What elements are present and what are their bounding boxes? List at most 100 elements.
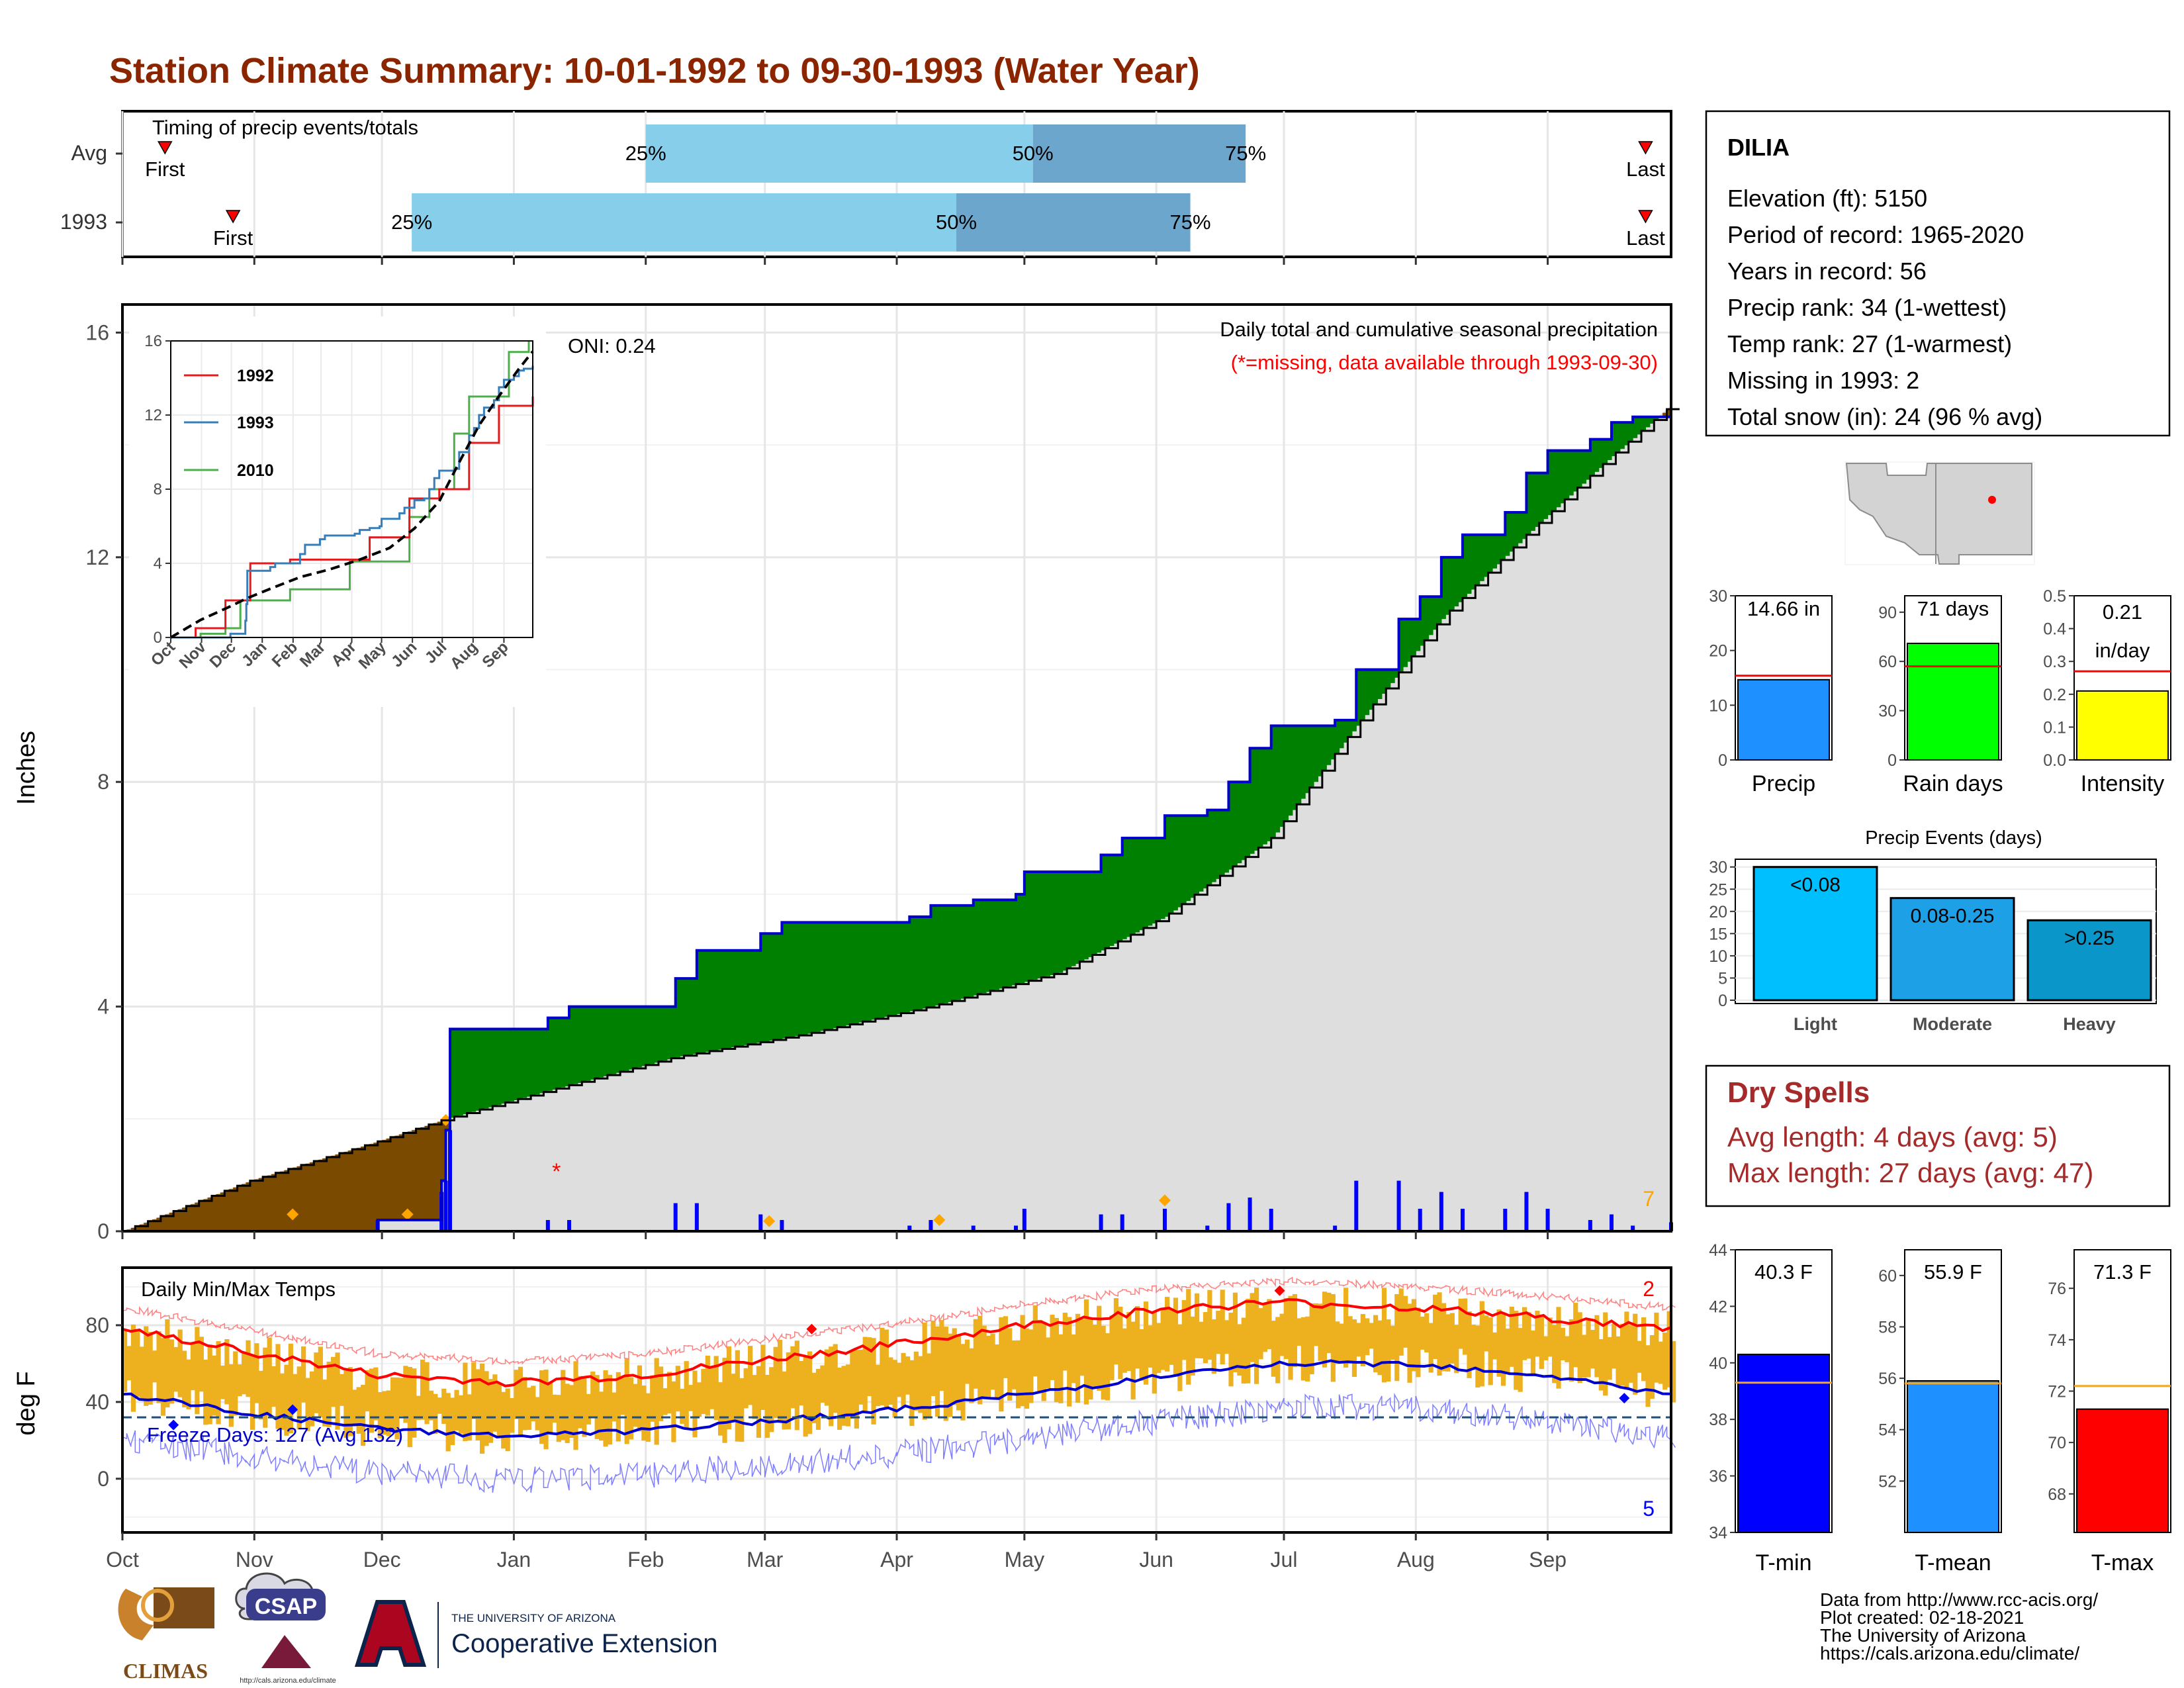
precip-surplus-strip [735, 950, 740, 1047]
climas-swoosh [118, 1589, 154, 1640]
precip-surplus-strip [922, 916, 927, 1009]
precip-deficit-strip [224, 1190, 230, 1231]
daily-temp-bar [569, 1385, 574, 1438]
daily-temp-bar [182, 1350, 187, 1408]
daily-temp-bar [1582, 1335, 1587, 1378]
precip-deficit-strip [314, 1160, 319, 1231]
precip-surplus-strip [692, 978, 698, 1055]
precip-surplus-strip [518, 1029, 523, 1100]
daily-precip-bar [971, 1225, 976, 1231]
daily-temp-bar [242, 1352, 247, 1395]
precip-surplus-strip [1645, 416, 1651, 428]
precip-surplus-strip [769, 933, 774, 1041]
daily-precip-bar [1588, 1220, 1592, 1231]
precip-lines [122, 408, 1680, 1233]
daily-temp-bar [263, 1347, 268, 1428]
precip-surplus-strip [535, 1029, 540, 1095]
mini-precip-ytick-label: 30 [1709, 587, 1727, 606]
precip-deficit-strip [152, 1219, 158, 1231]
daily-temp-bar [637, 1365, 643, 1432]
daily-temp-bar [254, 1343, 259, 1403]
daily-temp-bar [420, 1359, 426, 1420]
precip-surplus-strip [1394, 669, 1400, 678]
daily-temp-bar [398, 1378, 404, 1417]
precip-surplus-strip [565, 1017, 570, 1087]
daily-temp-bar [1207, 1289, 1212, 1360]
daily-temp-bar [1619, 1323, 1625, 1386]
precip-deficit-strip [169, 1213, 174, 1231]
mini-temp-value: 71.3 F [2093, 1260, 2152, 1284]
daily-temp-bar [1186, 1289, 1191, 1385]
precip-surplus-strip [1526, 473, 1531, 535]
timing-label-50: 50% [936, 211, 977, 234]
precip-surplus-strip [458, 1029, 463, 1115]
precip-surplus-strip [799, 922, 804, 1036]
precip-surplus-strip [510, 1029, 515, 1102]
timing-row-avg-label: Avg [71, 141, 107, 165]
daily-temp-bar [275, 1344, 281, 1429]
daily-temp-bar [199, 1336, 204, 1392]
daily-temp-bar [1377, 1320, 1383, 1376]
daily-temp-bar [412, 1368, 417, 1438]
daily-temp-bar [377, 1392, 383, 1438]
precip-surplus-strip [731, 950, 736, 1048]
precip-surplus-strip [590, 1006, 596, 1080]
precip-surplus-strip [637, 1006, 642, 1068]
daily-temp-bar [212, 1355, 217, 1416]
daily-temp-bar [1526, 1312, 1531, 1359]
daily-precip-bar [1439, 1192, 1443, 1231]
daily-temp-bar [1130, 1321, 1136, 1400]
events-ytick-label: 10 [1709, 947, 1727, 966]
precip-surplus-strip [1343, 720, 1349, 743]
precip-surplus-strip [1062, 871, 1068, 971]
daily-temp-bar [556, 1395, 561, 1442]
precip-surplus-strip [701, 950, 706, 1053]
daily-temp-bar [552, 1394, 557, 1423]
daily-temp-bar [943, 1327, 948, 1421]
precip-surplus-strip [1594, 439, 1600, 472]
daily-temp-bar [978, 1315, 983, 1405]
daily-temp-bar [688, 1385, 694, 1411]
precip-deficit-strip [216, 1194, 221, 1231]
precip-surplus-strip [1165, 816, 1170, 917]
precip-surplus-strip [1126, 838, 1132, 937]
precip-deficit-strip [437, 1121, 442, 1221]
precip-surplus-strip [1007, 900, 1013, 987]
daily-temp-bar [1556, 1307, 1561, 1389]
precip-normal-area [122, 405, 1671, 1231]
daily-temp-bar [701, 1368, 706, 1415]
precip-surplus-strip [1547, 450, 1553, 516]
daily-temp-bar [484, 1371, 489, 1446]
daily-temp-bar [969, 1348, 974, 1403]
daily-temp-bar [1518, 1328, 1523, 1392]
precip-surplus-strip [1241, 782, 1246, 861]
climas-logo: CLIMAS [118, 1587, 214, 1683]
precip-surplus-strip [505, 1029, 510, 1103]
daily-temp-bar [1028, 1329, 1034, 1403]
daily-temp-bar [1403, 1295, 1408, 1348]
mini-precip-value: 0.21 [2103, 600, 2142, 624]
daily-temp-bar [288, 1343, 293, 1434]
daily-temp-bar [1075, 1313, 1081, 1403]
dry-spells-title: Dry Spells [1727, 1076, 1870, 1109]
precip-surplus-strip [1020, 894, 1025, 983]
daily-temp-bar [922, 1322, 927, 1420]
station-name: DILIA [1727, 134, 1790, 161]
precip-surplus-strip [948, 905, 953, 1002]
precip-surplus-strip [905, 922, 910, 1013]
precip-surplus-strip [496, 1029, 502, 1105]
events-ytick-label: 5 [1718, 969, 1727, 988]
precip-surplus-strip [1071, 871, 1076, 966]
precip-surplus-strip [1105, 855, 1111, 949]
daily-temp-bar [786, 1352, 792, 1430]
precip-surplus-strip [1135, 838, 1140, 933]
daily-temp-bar [365, 1370, 370, 1412]
precip-deficit-strip [339, 1153, 344, 1231]
daily-temp-bar [1232, 1292, 1238, 1373]
daily-temp-bar [1054, 1317, 1060, 1403]
precip-surplus-strip [1441, 557, 1446, 620]
daily-temp-bar [1658, 1341, 1663, 1384]
precip-surplus-strip [480, 1029, 485, 1110]
precip-surplus-strip [994, 900, 999, 990]
